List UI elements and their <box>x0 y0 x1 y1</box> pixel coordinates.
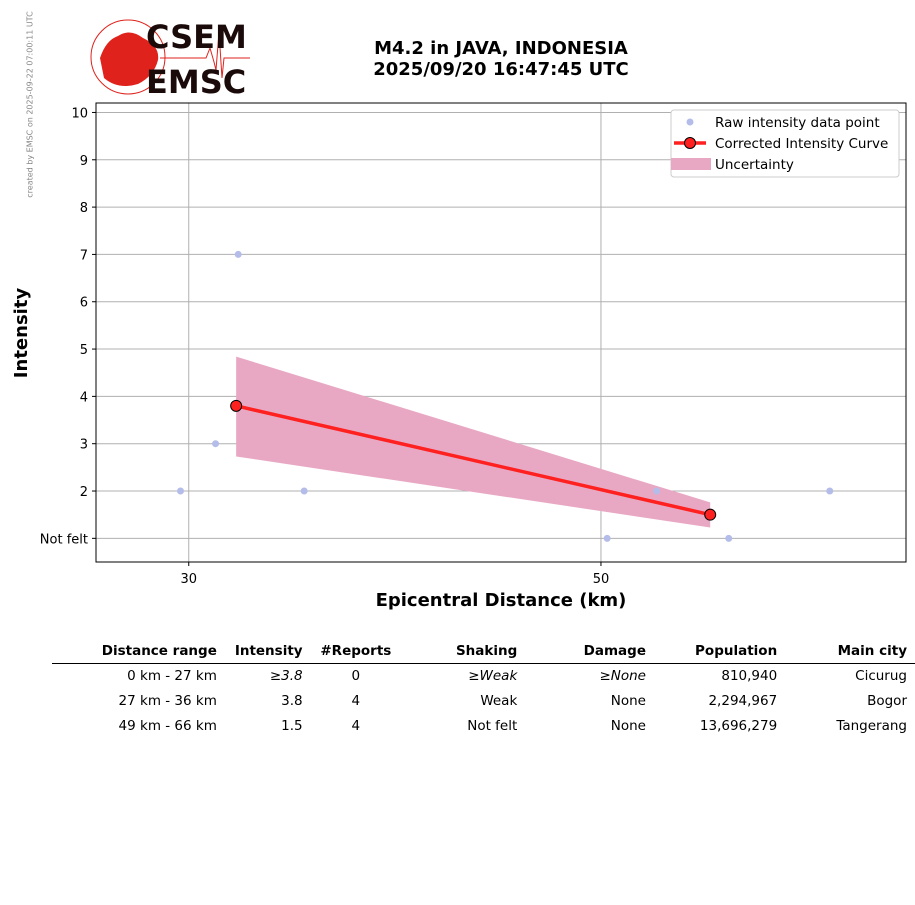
uncertainty-band <box>236 356 711 528</box>
y-tick-label: 7 <box>80 248 88 263</box>
table-cell: Cicurug <box>855 668 907 684</box>
table-cell: 0 <box>351 668 361 684</box>
table-cell: 0 km - 27 km <box>127 668 217 684</box>
column-header: Shaking <box>401 640 526 664</box>
column-header: Distance range <box>52 640 225 664</box>
corrected-intensity-point <box>230 399 243 412</box>
legend-raw: Raw intensity data point <box>715 115 880 131</box>
legend-uncertainty: Uncertainty <box>715 157 794 173</box>
table-cell: Tangerang <box>836 718 907 734</box>
table-cell: 4 <box>351 718 361 734</box>
raw-data-point <box>653 487 661 495</box>
y-tick-label: 3 <box>80 438 88 453</box>
y-tick-label: 8 <box>80 201 88 216</box>
legend-curve: Corrected Intensity Curve <box>715 136 888 152</box>
y-tick-label: 6 <box>80 296 88 311</box>
svg-text:EMSC: EMSC <box>146 63 246 98</box>
raw-data-point <box>212 440 220 448</box>
table-row: 0 km - 27 km ≥3.8 0 ≥Weak ≥None 810,940 Cicuru… <box>52 664 915 690</box>
table-cell: 1.5 <box>281 718 303 734</box>
table-cell: None <box>610 718 646 734</box>
y-axis-label: Intensity <box>11 288 32 379</box>
table-cell: Not felt <box>467 718 518 734</box>
raw-data-point <box>300 487 308 495</box>
intensity-chart: 30 50 Not felt 2 3 4 5 6 7 8 9 10 Epicentral Distan… <box>11 102 907 611</box>
table-cell: ≥3.8 <box>269 668 303 684</box>
table-cell: 810,940 <box>721 668 778 684</box>
chart-title: M4.2 in JAVA, INDONESIA 2025/09/20 16:47… <box>300 38 702 80</box>
corrected-intensity-point <box>704 508 717 521</box>
intensity-table: Distance range Intensity #Reports Shaking Da… <box>52 640 915 739</box>
table-cell: None <box>610 693 646 709</box>
table-cell: ≥None <box>599 668 646 684</box>
emsc-logo: CSEM EMSC <box>90 18 250 98</box>
corrected-intensity-line <box>235 404 711 517</box>
table-row: 49 km - 66 km 1.5 4 Not felt None 13,696,279 T… <box>52 714 915 739</box>
table-cell: 2,294,967 <box>708 693 778 709</box>
table-cell: 3.8 <box>281 693 303 709</box>
legend-band-marker <box>671 158 711 170</box>
title-datetime: 2025/09/20 16:47:45 UTC <box>373 59 629 80</box>
x-tick-label: 30 <box>180 572 197 587</box>
table-cell: 4 <box>351 693 361 709</box>
table-row: 27 km - 36 km 3.8 4 Weak None 2,294,967 Bogor <box>52 689 915 714</box>
column-header: Intensity <box>224 640 311 664</box>
column-header: #Reports <box>310 640 402 664</box>
raw-data-point <box>234 250 242 258</box>
raw-data-point <box>826 487 834 495</box>
y-tick-label: 10 <box>71 106 88 121</box>
table-cell: 13,696,279 <box>699 718 778 734</box>
table-cell: Weak <box>480 693 518 709</box>
table-cell: 49 km - 66 km <box>118 718 217 734</box>
raw-data-point <box>177 487 185 495</box>
raw-data-point <box>603 534 611 542</box>
title-event: M4.2 in JAVA, INDONESIA <box>374 38 628 59</box>
legend-raw-marker <box>686 118 694 126</box>
svg-text:CSEM: CSEM <box>146 18 247 56</box>
y-tick-label: 4 <box>80 390 88 405</box>
raw-data-point <box>725 534 733 542</box>
y-tick-label: 2 <box>80 485 88 500</box>
table-cell: 27 km - 36 km <box>118 693 217 709</box>
legend: Raw intensity data point Corrected Inten… <box>670 109 900 178</box>
y-tick-label: Not felt <box>40 532 88 547</box>
table-cell: ≥Weak <box>468 668 518 684</box>
table-cell: Bogor <box>867 693 907 709</box>
column-header: Population <box>653 640 786 664</box>
x-tick-label: 50 <box>593 572 610 587</box>
x-axis-label: Epicentral Distance (km) <box>376 590 627 611</box>
legend-curve-marker <box>684 137 696 149</box>
column-header: Damage <box>525 640 654 664</box>
column-header: Main city <box>785 640 915 664</box>
y-tick-label: 5 <box>80 343 88 358</box>
y-tick-label: 9 <box>80 154 88 169</box>
